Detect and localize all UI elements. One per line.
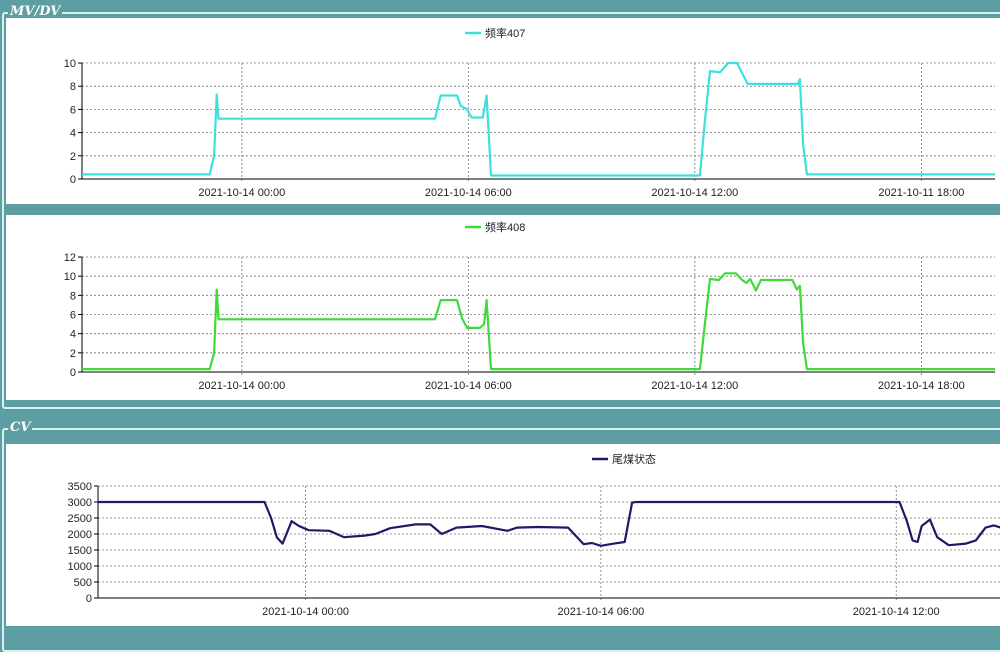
x-tick-label: 2021-10-14 06:00 [557, 606, 644, 618]
y-tick-label: 3500 [68, 481, 92, 493]
chart-tail-coal-status: 0 500 1000 1500 2000 2500 3000 3500 2021-10-14 0… [68, 452, 1000, 618]
y-tick-label: 0 [86, 593, 92, 605]
y-tick-label: 0 [70, 174, 76, 186]
y-tick-label: 4 [70, 329, 76, 341]
legend-label: 频率407 [485, 26, 525, 40]
x-tick-label: 2021-10-11 18:00 [878, 187, 964, 199]
chart-panel-cv [6, 444, 1000, 626]
mv-dv-group [2, 12, 1000, 409]
legend-label: 尾煤状态 [612, 452, 656, 466]
x-tick-label: 2021-10-14 12:00 [651, 187, 738, 199]
x-tick-label: 2021-10-14 06:00 [425, 380, 512, 392]
chart-frequency-407: 0 2 4 6 8 10 2021-10-14 00:00 2021-10-14 06:00 2… [64, 26, 995, 199]
y-tick-label: 3000 [68, 497, 92, 509]
x-tick-label: 2021-10-14 06:00 [425, 187, 512, 199]
cv-group-title: CV [8, 420, 33, 435]
y-tick-label: 12 [64, 252, 76, 264]
y-tick-label: 2 [70, 348, 76, 360]
y-tick-label: 8 [70, 81, 76, 93]
y-tick-label: 2000 [68, 529, 92, 541]
y-tick-label: 10 [64, 271, 76, 283]
mv-dv-group-title: MV/DV [8, 4, 63, 19]
y-tick-label: 10 [64, 58, 76, 70]
chart-panel-407 [6, 18, 1000, 204]
x-tick-label: 2021-10-14 12:00 [853, 606, 940, 618]
y-tick-label: 1500 [68, 545, 92, 557]
y-tick-label: 500 [74, 577, 92, 589]
x-tick-label: 2021-10-14 00:00 [198, 380, 285, 392]
y-tick-label: 2500 [68, 513, 92, 525]
y-tick-label: 0 [70, 367, 76, 379]
legend-label: 频率408 [485, 220, 525, 234]
chart-frequency-408: 0 2 4 6 8 10 12 2021-10-14 00:00 2021-10-14 06:0… [64, 220, 995, 392]
y-tick-label: 1000 [68, 561, 92, 573]
series-line [98, 500, 1000, 547]
x-tick-label: 2021-10-14 12:00 [651, 380, 738, 392]
series-line [82, 272, 995, 371]
series-line [82, 61, 995, 177]
x-tick-label: 2021-10-14 18:00 [878, 380, 965, 392]
y-tick-label: 8 [70, 290, 76, 302]
x-tick-label: 2021-10-14 00:00 [198, 187, 285, 199]
y-tick-label: 2 [70, 151, 76, 163]
y-tick-label: 6 [70, 310, 76, 322]
x-tick-label: 2021-10-14 00:00 [262, 606, 349, 618]
y-tick-label: 6 [70, 104, 76, 116]
y-tick-label: 4 [70, 128, 76, 140]
